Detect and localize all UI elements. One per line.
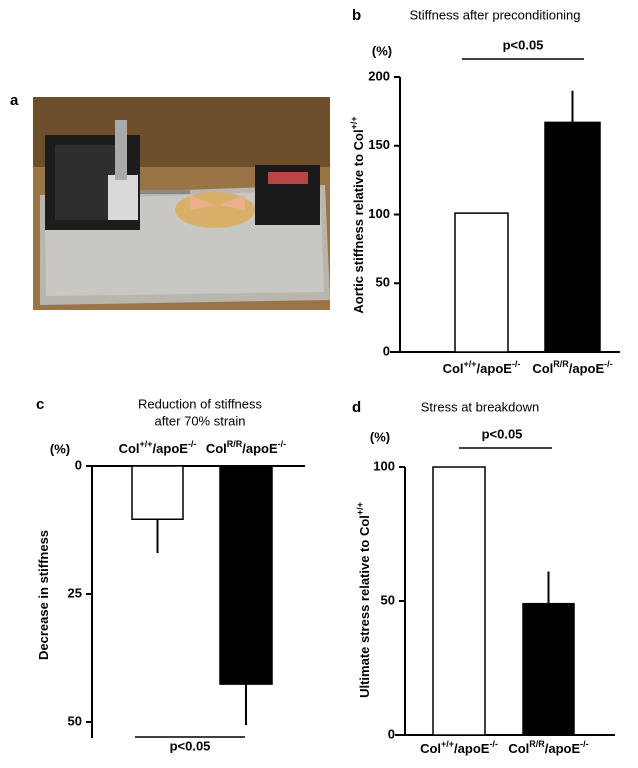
y-tick-label: 50 xyxy=(381,592,395,607)
photo xyxy=(33,97,330,310)
y-tick-label: 150 xyxy=(368,137,390,152)
chart-title: Reduction of stiffness xyxy=(138,396,263,411)
y-tick-label: 0 xyxy=(388,726,395,741)
bar xyxy=(454,212,509,353)
bar xyxy=(522,602,575,736)
x-tick-label-part: -/- xyxy=(489,739,498,749)
x-tick-label: Col+/+/apoE-/- xyxy=(119,439,197,456)
x-tick-label-part: Col xyxy=(206,441,227,456)
x-tick-label-part: Col xyxy=(532,361,553,376)
significance-label: p<0.05 xyxy=(503,37,544,52)
chart-title: Stress at breakdown xyxy=(421,399,540,414)
y-tick-label: 0 xyxy=(75,457,82,472)
unit-label: (%) xyxy=(372,43,392,58)
x-tick-label: Col+/+/apoE-/- xyxy=(420,739,498,756)
x-tick-label-part: Col xyxy=(443,361,464,376)
y-axis-label: Ultimate stress relative to Col+/+ xyxy=(355,502,372,698)
x-tick-label-part: Col xyxy=(420,741,441,756)
y-axis-label: Aortic stiffness relative to Col+/+ xyxy=(349,116,366,313)
x-tick-label-part: /apoE xyxy=(477,361,513,376)
x-tick-label-part: +/+ xyxy=(140,439,153,449)
x-tick-label-part: R/R xyxy=(529,739,545,749)
y-axis-label-part: +/+ xyxy=(349,116,359,129)
bar xyxy=(432,466,486,736)
y-axis-label: Decrease in stiffness xyxy=(36,530,51,660)
significance-label: p<0.05 xyxy=(170,738,211,753)
unit-label: (%) xyxy=(50,441,70,456)
chart-title: after 70% strain xyxy=(154,413,245,428)
y-tick-label: 50 xyxy=(376,275,390,290)
bar xyxy=(131,465,184,520)
x-tick-label-part: /apoE xyxy=(153,441,189,456)
y-axis-label-part: Decrease in stiffness xyxy=(36,530,51,660)
x-tick-label-part: R/R xyxy=(553,359,569,369)
significance-label: p<0.05 xyxy=(482,426,523,441)
y-tick-label: 50 xyxy=(68,713,82,728)
y-tick-label: 100 xyxy=(373,458,395,473)
y-axis-label-part: Ultimate stress relative to Col xyxy=(357,515,372,698)
y-axis-label-part: +/+ xyxy=(355,502,365,515)
panel-label: a xyxy=(10,92,19,109)
x-tick-label-part: -/- xyxy=(512,359,521,369)
x-tick-label-part: /apoE xyxy=(242,441,278,456)
x-tick-label-part: -/- xyxy=(604,359,613,369)
x-tick-label-part: /apoE xyxy=(569,361,605,376)
x-tick-label-part: Col xyxy=(119,441,140,456)
x-tick-label: ColR/R/apoE-/- xyxy=(508,739,588,756)
bar xyxy=(544,121,601,353)
x-tick-label: ColR/R/apoE-/- xyxy=(206,439,286,456)
bar xyxy=(219,465,273,685)
panel-label: b xyxy=(352,7,361,24)
panel-label: d xyxy=(352,399,361,416)
x-tick-label-part: -/- xyxy=(188,439,197,449)
x-tick-label-part: -/- xyxy=(580,739,589,749)
x-tick-label-part: R/R xyxy=(227,439,243,449)
panel-label: c xyxy=(36,396,44,413)
y-tick-label: 25 xyxy=(68,585,82,600)
x-tick-label-part: Col xyxy=(508,741,529,756)
x-tick-label: Col+/+/apoE-/- xyxy=(443,359,521,376)
unit-label: (%) xyxy=(370,429,390,444)
chart-title: Stiffness after preconditioning xyxy=(409,7,580,22)
x-tick-label-part: -/- xyxy=(278,439,287,449)
x-tick-label: ColR/R/apoE-/- xyxy=(532,359,612,376)
x-tick-label-part: /apoE xyxy=(454,741,490,756)
y-tick-label: 0 xyxy=(383,343,390,358)
y-axis-label-part: Aortic stiffness relative to Col xyxy=(351,129,366,313)
y-tick-label: 100 xyxy=(368,206,390,221)
x-tick-label-part: +/+ xyxy=(441,739,454,749)
x-tick-label-part: +/+ xyxy=(464,359,477,369)
y-tick-label: 200 xyxy=(368,68,390,83)
x-tick-label-part: /apoE xyxy=(545,741,581,756)
